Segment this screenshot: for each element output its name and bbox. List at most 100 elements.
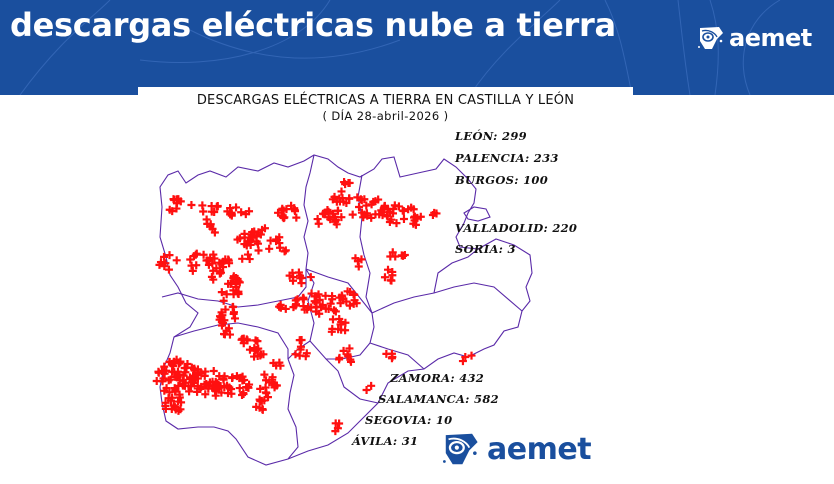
lightning-strike-marker <box>277 206 286 215</box>
lightning-strike-marker <box>461 353 470 362</box>
count-segovia: SEGOVIA: 10 <box>365 413 453 427</box>
lightning-strike-marker <box>175 393 184 402</box>
lightning-strike-marker <box>160 262 169 271</box>
lightning-strike-marker <box>173 373 182 382</box>
aemet-logo-footer: aemet <box>441 431 592 467</box>
lightning-strike-marker <box>172 256 181 265</box>
lightning-strike-marker <box>291 300 300 309</box>
lightning-strike-marker <box>349 299 358 308</box>
lightning-strike-marker <box>256 384 265 393</box>
lightning-strike-marker <box>337 213 346 222</box>
map-title: DESCARGAS ELÉCTRICAS A TIERRA EN CASTILL… <box>196 93 575 108</box>
lightning-strike-marker <box>379 208 388 217</box>
lightning-strike-marker <box>324 305 333 314</box>
lightning-strike-marker <box>178 381 187 390</box>
map-panel: DESCARGAS ELÉCTRICAS A TIERRA EN CASTILL… <box>138 87 633 484</box>
lightning-strike-marker <box>338 292 347 301</box>
lightning-strike-marker <box>318 300 327 309</box>
lightning-strike-marker <box>216 267 225 276</box>
lightning-strike-marker <box>311 298 320 307</box>
lightning-strike-marker <box>225 259 234 268</box>
lightning-strike-marker <box>329 209 338 218</box>
lightning-strike-marker <box>399 251 408 260</box>
lightning-strike-marker <box>205 381 214 390</box>
lightning-strike-marker <box>291 207 300 216</box>
lightning-strike-marker <box>157 367 166 376</box>
lightning-strike-marker <box>281 304 290 313</box>
lightning-strike-marker <box>174 406 183 415</box>
lightning-strike-marker <box>191 250 200 259</box>
lightning-strike-marker <box>275 239 284 248</box>
lightning-strike-marker <box>245 238 254 247</box>
trevino-enclave <box>463 206 491 222</box>
lightning-strike-marker <box>389 209 398 218</box>
lightning-strike-marker <box>253 351 262 360</box>
lightning-strike-marker <box>307 289 316 298</box>
lightning-strike-marker <box>288 276 297 285</box>
aemet-emblem-icon <box>443 433 478 465</box>
lightning-strike-marker <box>367 381 376 390</box>
lightning-strike-marker <box>177 398 186 407</box>
lightning-strike-marker <box>346 288 355 297</box>
lightning-strike-marker <box>336 320 345 329</box>
lightning-strike-marker <box>335 314 344 323</box>
lightning-strike-marker <box>371 210 380 219</box>
border-zamora-salamanca <box>173 322 289 359</box>
border-salamanca-avila <box>287 358 299 460</box>
aemet-logo-header: aemet <box>697 24 812 52</box>
lightning-strike-marker <box>362 209 371 218</box>
lightning-strike-marker <box>219 263 228 272</box>
border-soria-inner <box>433 248 479 294</box>
lightning-strike-marker <box>252 402 261 411</box>
lightning-strike-marker <box>268 375 277 384</box>
lightning-strike-marker <box>228 303 237 312</box>
lightning-strike-marker <box>275 302 284 311</box>
decorative-wave-lines <box>19 0 781 95</box>
lightning-strike-marker <box>220 316 229 325</box>
lightning-strike-marker <box>217 288 226 297</box>
lightning-strike-marker <box>226 204 235 213</box>
aemet-emblem-icon <box>698 27 723 49</box>
border-burgos-soria <box>371 282 523 314</box>
lightning-strike-marker <box>252 232 261 241</box>
lightning-strike-marker <box>166 375 175 384</box>
lightning-strike-marker <box>270 383 279 392</box>
lightning-strike-marker <box>351 254 360 263</box>
lightning-strike-marker <box>156 258 165 267</box>
lightning-strike-marker <box>237 208 246 217</box>
border-avila-segovia <box>325 358 379 404</box>
lightning-strike-marker <box>256 230 265 239</box>
lightning-strike-marker <box>167 359 176 368</box>
lightning-strike-marker <box>282 205 291 214</box>
lightning-strike-marker <box>211 377 220 386</box>
lightning-strike-marker <box>386 252 395 261</box>
lightning-strike-marker <box>367 200 376 209</box>
border-valladolid-east <box>305 268 375 360</box>
lightning-strike-marker <box>168 393 177 402</box>
border-leon-zamora <box>161 269 307 308</box>
lightning-strike-marker <box>225 383 234 392</box>
lightning-strike-marker <box>159 374 168 383</box>
lightning-strike-marker <box>160 362 169 371</box>
lightning-strike-marker <box>250 227 259 236</box>
lightning-strike-marker <box>165 251 174 260</box>
lightning-strike-marker <box>227 389 236 398</box>
lightning-strike-marker <box>281 246 290 255</box>
count-palencia: PALENCIA: 233 <box>455 151 559 165</box>
lightning-strike-marker <box>345 194 354 203</box>
lightning-strike-marker <box>265 244 274 253</box>
lightning-strike-marker <box>239 339 248 348</box>
lightning-strike-marker <box>458 357 467 366</box>
lightning-strike-marker <box>295 336 304 345</box>
lightning-strike-marker <box>235 384 244 393</box>
lightning-strike-marker <box>306 273 315 282</box>
lightning-strike-marker <box>160 386 169 395</box>
lightning-strike-marker <box>245 255 254 264</box>
lightning-strike-marker <box>209 275 218 284</box>
count-salamanca: SALAMANCA: 582 <box>378 392 499 406</box>
castilla-leon-map <box>152 154 533 466</box>
lightning-strike-marker <box>165 205 174 214</box>
lightning-strike-marker <box>341 318 350 327</box>
lightning-strike-marker <box>404 205 413 214</box>
aemet-wordmark: aemet <box>729 24 812 52</box>
